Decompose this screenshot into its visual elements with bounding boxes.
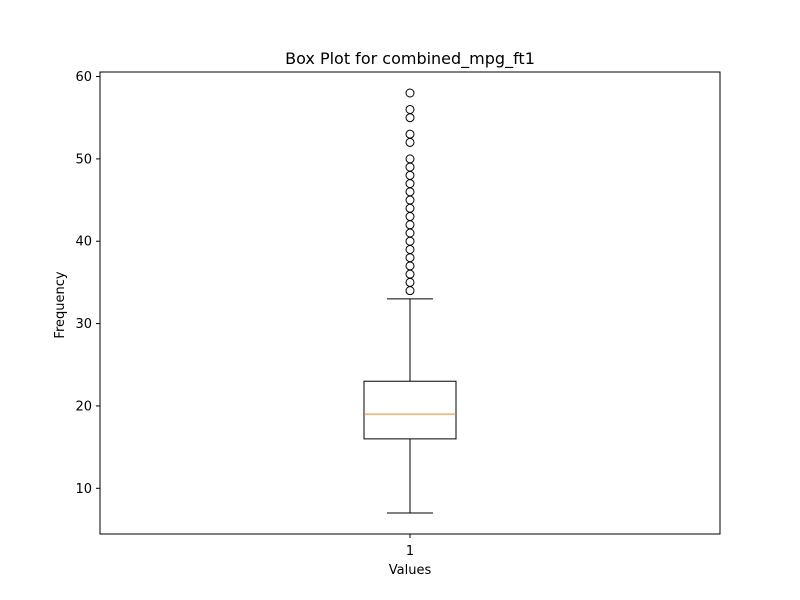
outlier-point [405,137,415,147]
plot-area: 10 20 30 40 50 60 1 [75,70,457,559]
outlier-point [405,170,415,180]
outlier-point [405,104,415,114]
iqr-box [363,380,457,440]
outlier-point [405,162,415,172]
y-tick-label: 30 [75,317,92,332]
outlier-point [405,253,415,263]
outlier-point [405,154,415,164]
outlier-point [405,236,415,246]
y-tick-label: 60 [75,70,92,85]
outlier-point [405,269,415,279]
outlier-point [405,203,415,213]
y-tick-label: 20 [75,399,92,414]
outlier-point [405,129,415,139]
outlier-point [405,228,415,238]
outlier-point [405,277,415,287]
axes-frame [99,71,721,535]
outlier-point [405,179,415,189]
x-axis-label: Values [389,563,432,578]
y-axis-label: Frequency [53,271,68,338]
outlier-point [405,113,415,123]
outlier-point [405,244,415,254]
outlier-point [405,212,415,222]
outlier-point [405,195,415,205]
y-tick-label: 40 [75,235,92,250]
outlier-point [405,286,415,296]
y-tick-label: 10 [75,482,92,497]
y-tick-label: 50 [75,152,92,167]
chart-title: Box Plot for combined_mpg_ft1 [285,49,535,69]
x-tick-label: 1 [406,544,414,559]
outlier-point [405,187,415,197]
outlier-point [405,88,415,98]
outlier-point [405,220,415,230]
outlier-point [405,261,415,271]
